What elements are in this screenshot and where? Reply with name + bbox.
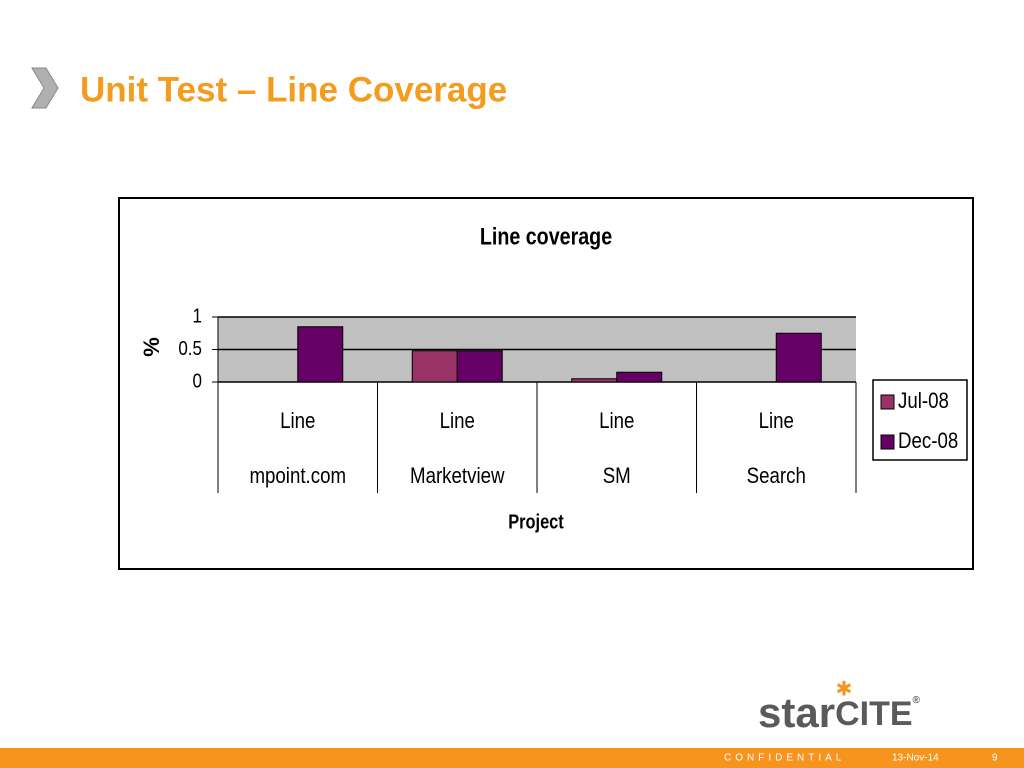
footer-page: 9: [992, 753, 998, 764]
x-tick-label: Line: [759, 409, 794, 433]
logo-second: CITE: [835, 695, 912, 733]
x-tick-label: Line: [599, 409, 634, 433]
logo-mark: ®: [913, 695, 921, 706]
bar: [411, 350, 458, 383]
logo-first: star: [758, 689, 835, 736]
x-tick-label: Line: [440, 409, 475, 433]
chart-title: Line coverage: [480, 222, 612, 249]
chart-frame: [118, 197, 974, 570]
x-tick-label: Line: [280, 409, 315, 433]
bar: [775, 332, 822, 383]
slide-title: Unit Test – Line Coverage: [80, 70, 507, 109]
x-tick-label: mpoint.com: [249, 464, 346, 488]
legend-swatch: [880, 434, 895, 450]
y-tick-label: 1: [193, 304, 202, 327]
x-axis-label: Project: [508, 510, 564, 533]
bar: [297, 326, 344, 383]
y-tick-label: 0.5: [178, 336, 202, 359]
footer-date: 13-Nov-14: [892, 753, 939, 764]
x-tick-label: Search: [747, 464, 806, 488]
logo-star-icon: ✱: [836, 678, 853, 700]
legend-label: Jul-08: [898, 389, 949, 413]
legend-label: Dec-08: [898, 429, 958, 453]
y-tick-label: 0: [193, 369, 202, 392]
legend-swatch: [880, 394, 895, 410]
y-axis-label: %: [139, 337, 164, 357]
footer-confidential: CONFIDENTIAL: [724, 753, 845, 764]
bar: [571, 378, 618, 383]
bar: [456, 350, 503, 383]
x-tick-label: SM: [603, 464, 631, 488]
footer-bar: [0, 748, 1024, 768]
logo-text: starCITE®: [758, 689, 921, 736]
bar: [616, 371, 663, 383]
x-tick-label: Marketview: [410, 464, 505, 488]
chevron-icon: [31, 67, 59, 109]
